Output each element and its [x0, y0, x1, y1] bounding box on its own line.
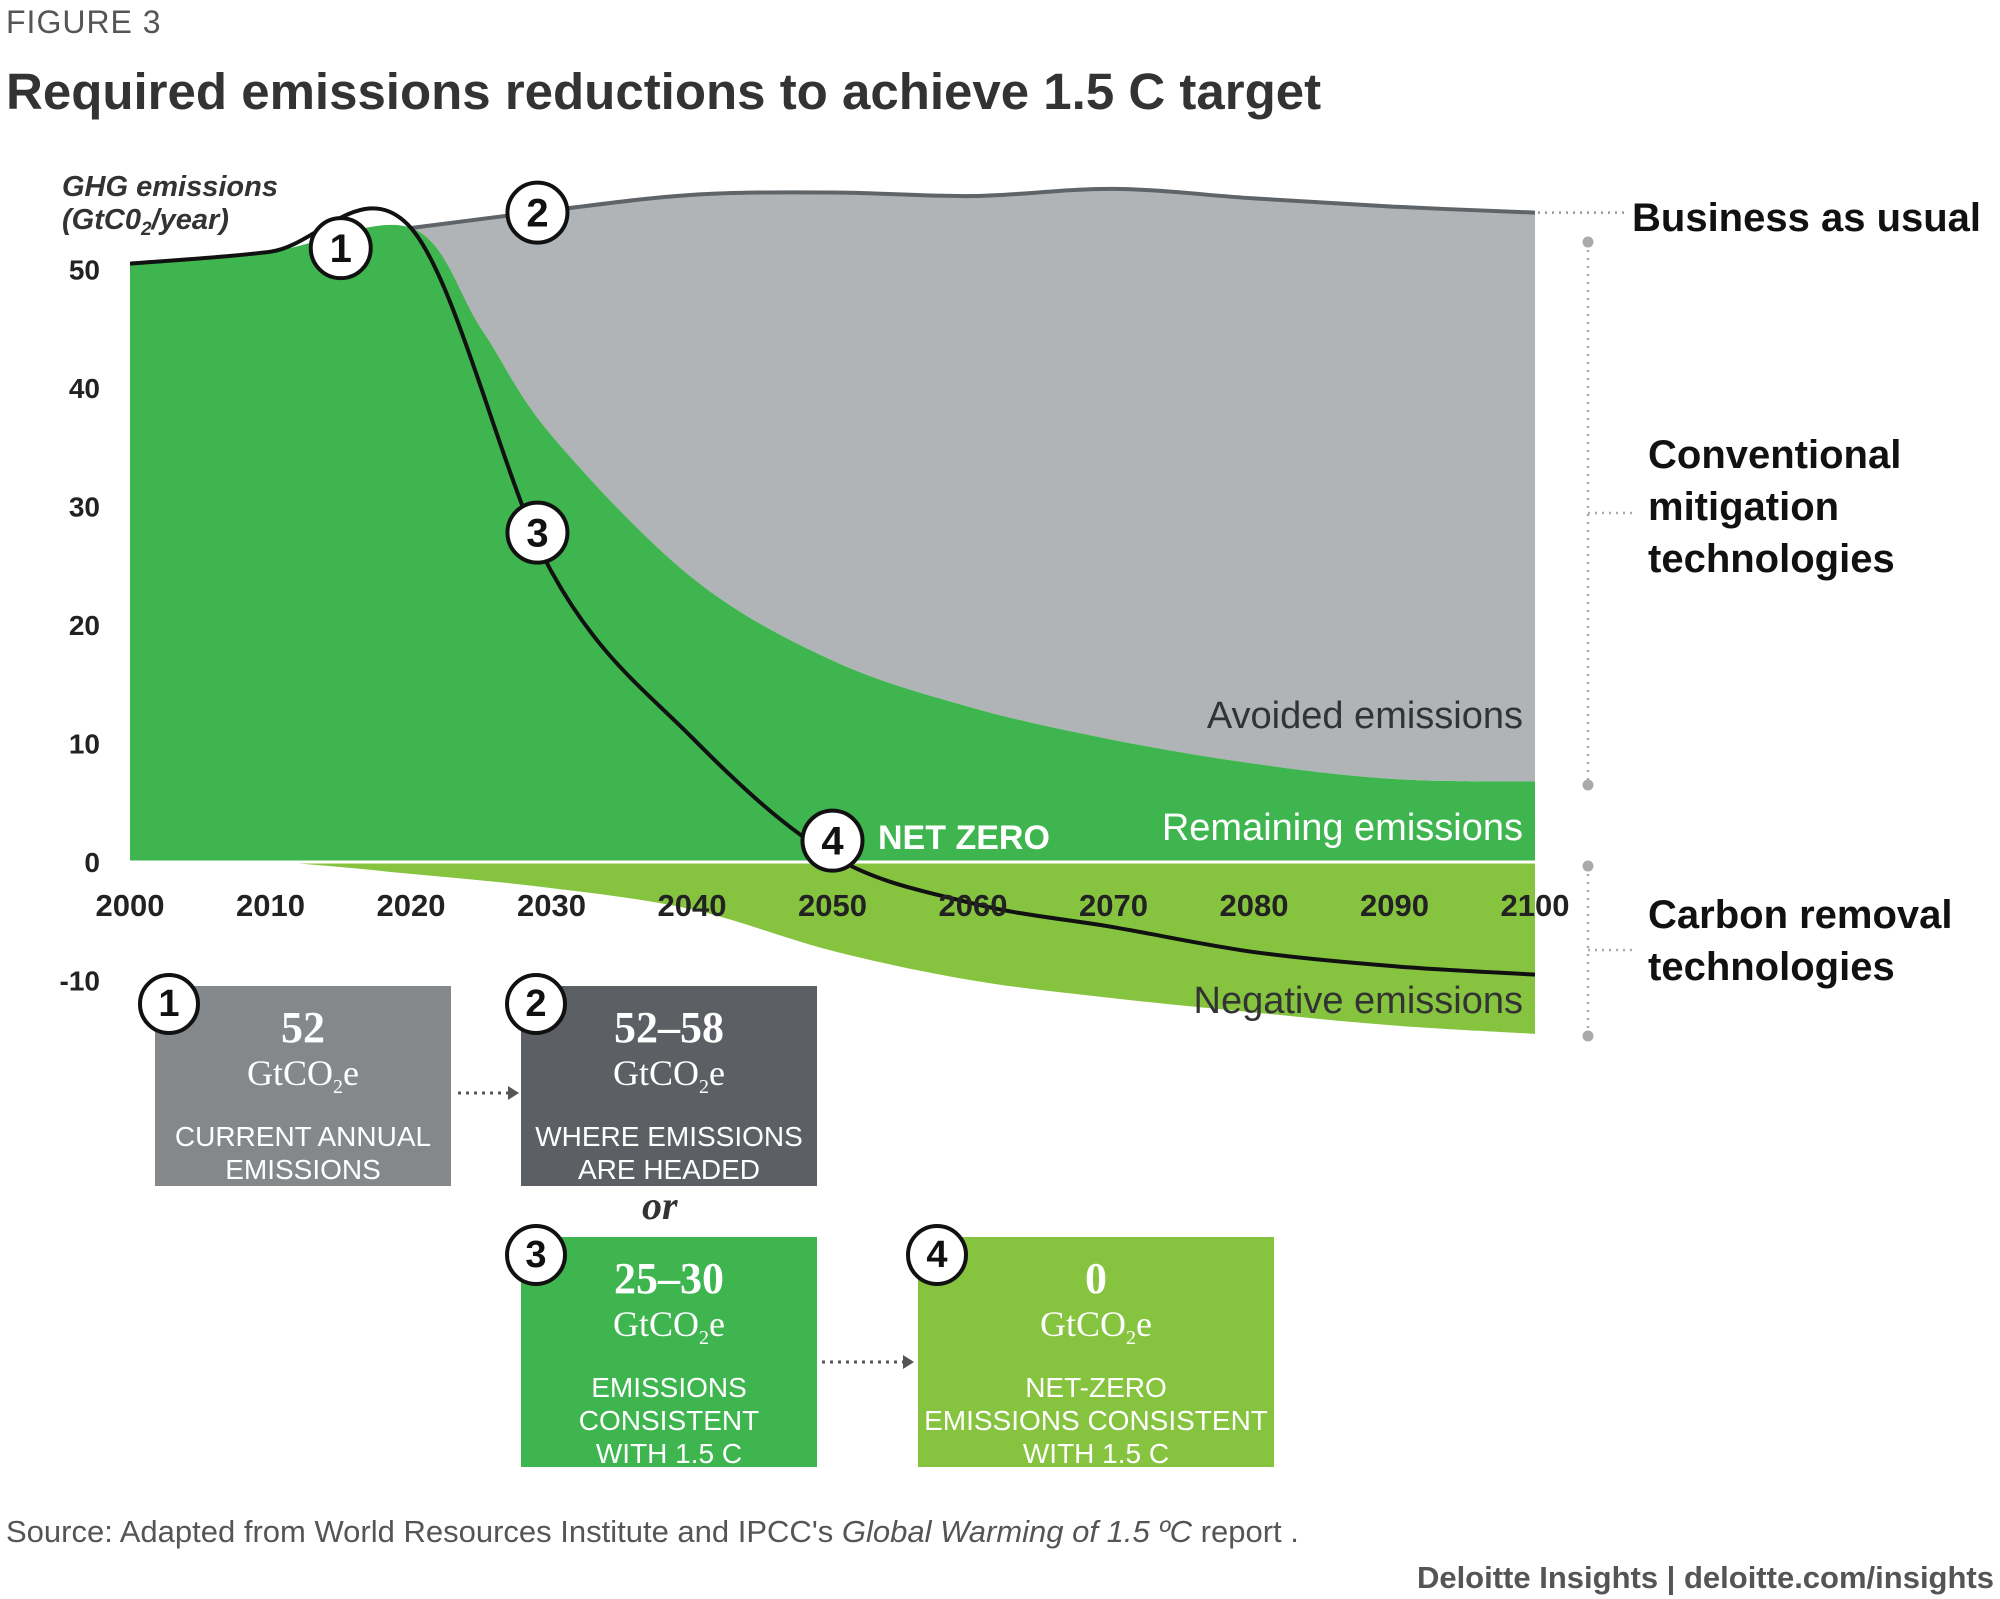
marker-number: 3 — [526, 512, 548, 556]
x-tick-label: 2040 — [658, 888, 727, 923]
business-as-usual-line — [410, 186, 1536, 231]
box-value: 25–30 — [614, 1254, 724, 1303]
box-number-badge: 1 — [138, 973, 200, 1035]
y-tick-label: 40 — [69, 373, 100, 404]
box-unit: GtCO2e — [247, 1053, 359, 1099]
box-description: NET-ZERO EMISSIONS CONSISTENT WITH 1.5 C — [924, 1372, 1268, 1470]
x-tick-label: 2090 — [1360, 888, 1429, 923]
remaining-emissions-label: Remaining emissions — [1162, 807, 1523, 849]
x-tick-label: 2030 — [517, 888, 586, 923]
box-unit: GtCO2e — [613, 1053, 725, 1099]
y-tick-label: 30 — [69, 492, 100, 523]
x-tick-label: 2060 — [939, 888, 1008, 923]
box-number-badge: 2 — [505, 973, 567, 1035]
box-description: CURRENT ANNUAL EMISSIONS — [174, 1121, 432, 1186]
conventional-mitigation-label: mitigation — [1648, 485, 1839, 529]
carbon-removal-label: technologies — [1648, 945, 1895, 989]
box-current-emissions: 52 GtCO2e CURRENT ANNUAL EMISSIONS — [155, 986, 451, 1186]
box-connectors — [458, 1086, 914, 1369]
avoided-emissions-area — [411, 188, 1535, 782]
box-number-badge: 3 — [505, 1224, 567, 1286]
net-emissions-pathway-line — [129, 206, 1536, 977]
y-axis-label: GHG emissions — [62, 171, 278, 203]
bracket-dot — [1582, 1030, 1594, 1042]
box-description: EMISSIONS CONSISTENT WITH 1.5 C — [578, 1372, 760, 1470]
connector-3-4-arrowhead — [903, 1355, 914, 1369]
marker-number: 2 — [526, 192, 548, 236]
connector-1-2-arrowhead — [508, 1086, 519, 1100]
net-zero-label: NET ZERO — [878, 819, 1050, 857]
avoided-emissions-label: Avoided emissions — [1207, 695, 1523, 737]
marker-number: 4 — [821, 820, 844, 864]
y-tick-label: 10 — [69, 729, 100, 760]
marker-badge — [800, 808, 865, 873]
box-consistent-emissions: 25–30 GtCO2e EMISSIONS CONSISTENT WITH 1… — [521, 1237, 817, 1470]
credit-line: Deloitte Insights | deloitte.com/insight… — [1416, 1560, 1994, 1595]
negative-emissions-label: Negative emissions — [1194, 980, 1523, 1022]
conventional-mitigation-label: Conventional — [1648, 433, 1901, 477]
bracket-dot — [1582, 860, 1594, 872]
box-unit: GtCO2e — [613, 1304, 725, 1350]
box-description: WHERE EMISSIONS ARE HEADED — [535, 1121, 803, 1186]
marker-badge — [308, 216, 373, 281]
box-value: 52–58 — [614, 1003, 724, 1052]
box-net-zero-emissions: 0 GtCO2e NET-ZERO EMISSIONS CONSISTENT W… — [918, 1237, 1274, 1470]
negative-emissions-area — [130, 861, 1535, 1034]
figure-label: FIGURE 3 — [6, 4, 162, 40]
box-value: 0 — [1085, 1254, 1107, 1303]
x-tick-label: 2020 — [377, 888, 446, 923]
box-number-badge: 4 — [906, 1224, 968, 1286]
y-axis-label-unit: (GtC02/year) — [62, 204, 229, 240]
bracket-dot — [1582, 236, 1594, 248]
x-tick-label: 2000 — [96, 888, 165, 923]
source-note: Source: Adapted from World Resources Ins… — [6, 1514, 1299, 1549]
conventional-mitigation-label: technologies — [1648, 537, 1895, 581]
box-unit: GtCO2e — [1040, 1304, 1152, 1350]
bracket-dot — [1582, 779, 1594, 791]
x-tick-label: 2010 — [236, 888, 305, 923]
marker-number: 1 — [330, 227, 352, 271]
emissions-chart: GHG emissions(GtC02/year)50403020100-102… — [60, 171, 1981, 1042]
business-as-usual-label: Business as usual — [1632, 196, 1981, 240]
marker-badge — [505, 180, 570, 245]
y-tick-label: 0 — [84, 847, 100, 878]
carbon-removal-label: Carbon removal — [1648, 893, 1953, 937]
marker-badge — [505, 500, 570, 565]
chart-title: Required emissions reductions to achieve… — [6, 63, 1322, 120]
x-tick-label: 2100 — [1501, 888, 1570, 923]
x-tick-label: 2080 — [1220, 888, 1289, 923]
y-tick-label: 50 — [69, 255, 100, 286]
box-headed-emissions: 52–58 GtCO2e WHERE EMISSIONS ARE HEADED — [521, 986, 817, 1186]
or-connector-word: or — [642, 1183, 678, 1228]
box-value: 52 — [281, 1003, 325, 1052]
x-tick-label: 2050 — [798, 888, 867, 923]
x-tick-label: 2070 — [1079, 888, 1148, 923]
y-tick-label: 20 — [69, 610, 100, 641]
y-tick-label: -10 — [60, 966, 100, 997]
